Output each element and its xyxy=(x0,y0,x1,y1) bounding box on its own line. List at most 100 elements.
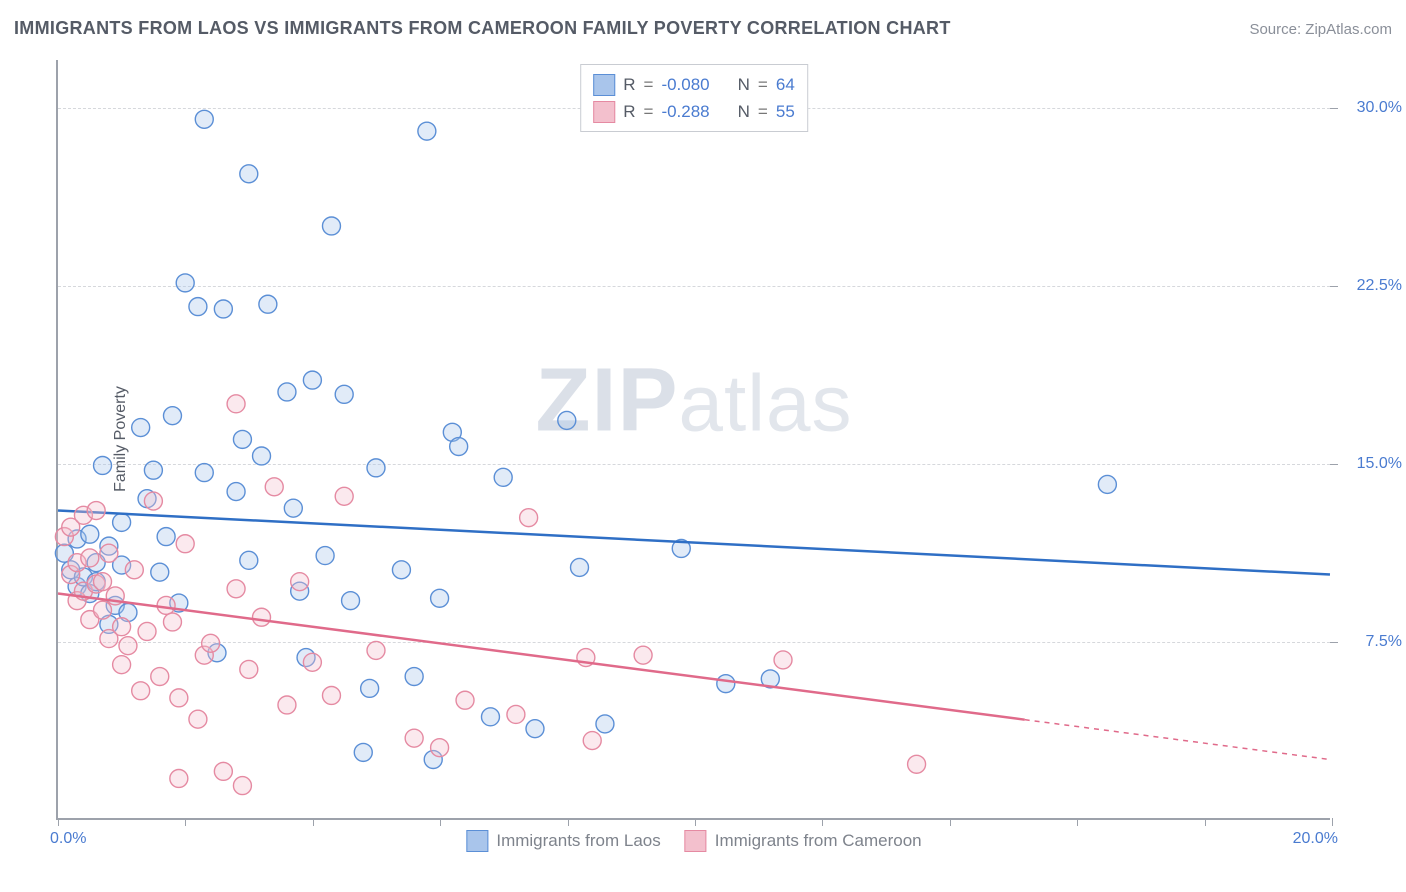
data-point-cameroon xyxy=(367,641,385,659)
data-point-laos xyxy=(526,720,544,738)
legend-label: Immigrants from Laos xyxy=(496,831,660,851)
data-point-cameroon xyxy=(405,729,423,747)
data-point-cameroon xyxy=(94,601,112,619)
data-point-cameroon xyxy=(163,613,181,631)
data-point-cameroon xyxy=(151,668,169,686)
data-point-laos xyxy=(354,743,372,761)
data-point-laos xyxy=(1098,475,1116,493)
legend-r-value: -0.288 xyxy=(661,98,709,125)
data-point-cameroon xyxy=(81,549,99,567)
swatch-laos xyxy=(593,74,615,96)
data-point-laos xyxy=(176,274,194,292)
data-point-cameroon xyxy=(431,739,449,757)
y-tick-label: 7.5% xyxy=(1338,633,1402,651)
data-point-laos xyxy=(278,383,296,401)
data-point-cameroon xyxy=(278,696,296,714)
data-point-laos xyxy=(253,447,271,465)
data-point-laos xyxy=(240,551,258,569)
data-point-cameroon xyxy=(774,651,792,669)
data-point-cameroon xyxy=(303,653,321,671)
data-point-cameroon xyxy=(253,608,271,626)
trend-line-cameroon-extrapolated xyxy=(1025,720,1330,760)
data-point-laos xyxy=(361,679,379,697)
x-tick-label: 0.0% xyxy=(50,830,86,848)
data-point-laos xyxy=(195,464,213,482)
data-point-cameroon xyxy=(335,487,353,505)
data-point-laos xyxy=(189,298,207,316)
x-tick-label: 20.0% xyxy=(1293,830,1338,848)
data-point-cameroon xyxy=(908,755,926,773)
data-point-cameroon xyxy=(507,705,525,723)
data-point-cameroon xyxy=(233,777,251,795)
data-point-cameroon xyxy=(132,682,150,700)
data-point-cameroon xyxy=(138,622,156,640)
plot-area: Family Poverty ZIPatlas 7.5%15.0%22.5%30… xyxy=(56,60,1330,820)
y-tick-label: 30.0% xyxy=(1338,99,1402,117)
legend-eq: = xyxy=(644,98,654,125)
data-point-cameroon xyxy=(227,580,245,598)
data-point-cameroon xyxy=(125,561,143,579)
data-point-laos xyxy=(717,675,735,693)
data-point-cameroon xyxy=(456,691,474,709)
data-point-cameroon xyxy=(119,637,137,655)
data-point-laos xyxy=(450,438,468,456)
chart-header: IMMIGRANTS FROM LAOS VS IMMIGRANTS FROM … xyxy=(14,18,1392,39)
data-point-laos xyxy=(195,110,213,128)
data-point-cameroon xyxy=(291,573,309,591)
legend-series: Immigrants from Laos Immigrants from Cam… xyxy=(466,830,921,852)
legend-r-label: R xyxy=(623,71,635,98)
data-point-laos xyxy=(214,300,232,318)
legend-item-laos: Immigrants from Laos xyxy=(466,830,660,852)
data-point-laos xyxy=(284,499,302,517)
data-point-cameroon xyxy=(170,689,188,707)
data-point-cameroon xyxy=(170,769,188,787)
data-point-laos xyxy=(596,715,614,733)
data-point-laos xyxy=(227,483,245,501)
data-point-cameroon xyxy=(189,710,207,728)
data-point-laos xyxy=(571,558,589,576)
scatter-plot xyxy=(58,60,1330,819)
legend-label: Immigrants from Cameroon xyxy=(715,831,922,851)
legend-n-label: N xyxy=(738,71,750,98)
data-point-cameroon xyxy=(520,509,538,527)
data-point-laos xyxy=(431,589,449,607)
data-point-laos xyxy=(113,513,131,531)
data-point-cameroon xyxy=(265,478,283,496)
legend-row-laos: R = -0.080 N = 64 xyxy=(593,71,795,98)
data-point-laos xyxy=(316,547,334,565)
legend-row-cameroon: R = -0.288 N = 55 xyxy=(593,98,795,125)
data-point-laos xyxy=(233,430,251,448)
legend-n-value: 64 xyxy=(776,71,795,98)
data-point-cameroon xyxy=(202,634,220,652)
data-point-cameroon xyxy=(113,618,131,636)
data-point-cameroon xyxy=(100,544,118,562)
data-point-laos xyxy=(405,668,423,686)
data-point-laos xyxy=(335,385,353,403)
data-point-cameroon xyxy=(634,646,652,664)
data-point-laos xyxy=(418,122,436,140)
data-point-laos xyxy=(367,459,385,477)
data-point-laos xyxy=(259,295,277,313)
data-point-cameroon xyxy=(227,395,245,413)
data-point-cameroon xyxy=(144,492,162,510)
data-point-laos xyxy=(81,525,99,543)
data-point-laos xyxy=(342,592,360,610)
data-point-laos xyxy=(494,468,512,486)
data-point-cameroon xyxy=(240,660,258,678)
data-point-laos xyxy=(144,461,162,479)
data-point-laos xyxy=(392,561,410,579)
data-point-cameroon xyxy=(214,762,232,780)
swatch-cameroon xyxy=(593,101,615,123)
data-point-cameroon xyxy=(176,535,194,553)
data-point-laos xyxy=(322,217,340,235)
legend-r-value: -0.080 xyxy=(661,71,709,98)
data-point-cameroon xyxy=(322,687,340,705)
data-point-cameroon xyxy=(113,656,131,674)
y-tick-label: 22.5% xyxy=(1338,277,1402,295)
chart-title: IMMIGRANTS FROM LAOS VS IMMIGRANTS FROM … xyxy=(14,18,951,39)
legend-n-value: 55 xyxy=(776,98,795,125)
data-point-cameroon xyxy=(87,502,105,520)
legend-r-label: R xyxy=(623,98,635,125)
legend-eq: = xyxy=(644,71,654,98)
legend-item-cameroon: Immigrants from Cameroon xyxy=(685,830,922,852)
